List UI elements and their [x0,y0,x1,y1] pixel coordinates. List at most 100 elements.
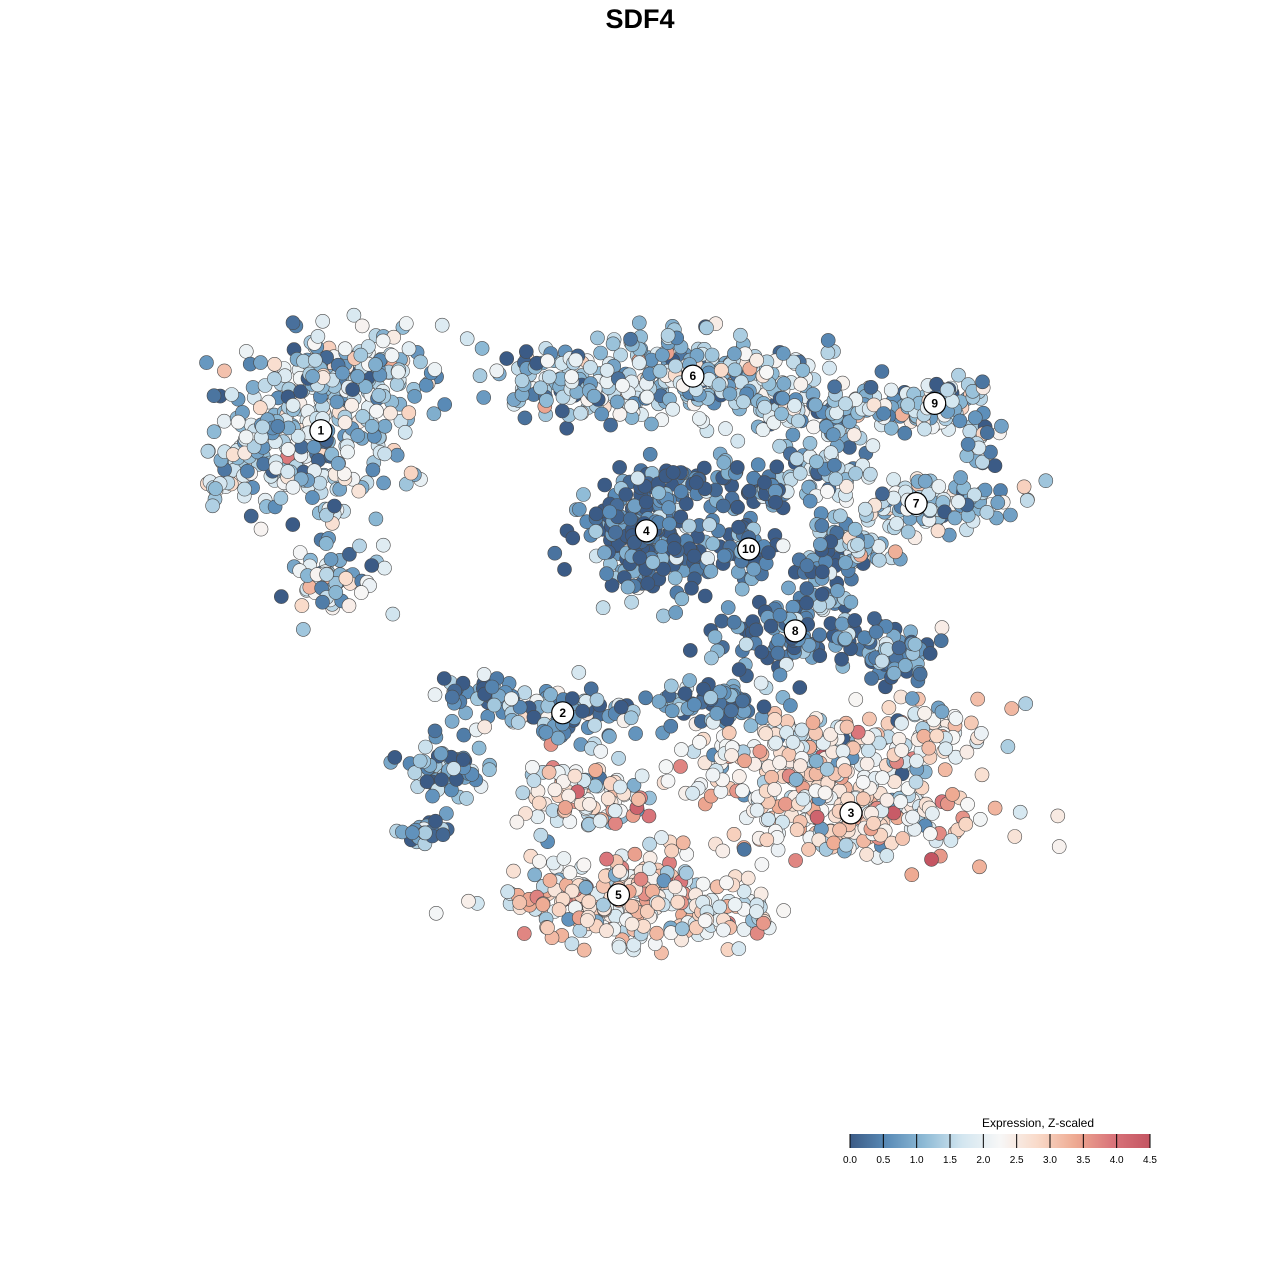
cell-point [820,345,836,361]
cell-point [834,616,850,632]
cell-point [640,576,656,591]
cell-point [704,650,719,666]
cell-point [592,813,608,829]
cell-point [376,475,391,491]
cell-point [857,630,872,646]
cell-point [667,570,683,586]
cell-point [735,693,750,709]
cell-point [720,600,736,615]
cell-point [775,346,791,361]
cell-point [618,487,634,502]
cell-point [514,373,530,388]
cell-point [806,419,821,435]
cell-point [330,456,346,471]
cell-point [237,481,252,497]
cell-point [638,690,653,706]
cell-point [631,315,647,331]
cell-point [240,463,255,479]
cluster-label-text: 1 [318,424,325,438]
cell-point [775,390,790,406]
cell-point [518,344,534,359]
cell-point [665,401,681,417]
cell-point [401,341,417,357]
cell-point [562,865,578,881]
cell-point [948,711,964,726]
cell-point [517,685,533,701]
cell-point [335,365,350,381]
cell-point [799,595,814,611]
cell-point [874,364,890,379]
cell-point [581,894,597,910]
cell-point [355,409,371,424]
cell-point [802,493,818,509]
cell-point [499,351,515,366]
legend-tick-label: 2.0 [976,1155,990,1166]
cell-point [353,585,369,600]
cell-point [510,715,526,730]
cell-point [352,538,367,554]
cell-point [608,816,623,831]
cell-point [588,524,604,539]
cell-point [613,347,628,363]
cell-point [917,705,932,721]
cell-point [658,759,674,775]
cell-point [847,613,863,628]
cell-point [626,535,642,550]
cluster-label-text: 6 [690,369,697,383]
cell-point [310,329,326,344]
cell-point [768,494,783,510]
cell-point [369,403,384,419]
cell-point [504,691,519,707]
cell-point [673,484,689,499]
cell-point [285,517,301,532]
cell-point [868,624,884,640]
cell-point [812,648,828,664]
cell-point [365,462,381,478]
cell-point [702,517,717,533]
cell-point [243,508,259,524]
cell-point [874,653,890,669]
cell-point [795,362,811,378]
cell-point [775,538,791,554]
cell-point [760,811,776,827]
cell-point [674,921,690,937]
cell-point [538,725,554,740]
cell-point [612,460,627,475]
cell-point [427,362,443,377]
cell-point [576,942,592,958]
cell-point [434,317,450,333]
cell-point [664,703,680,719]
cell-point [200,443,216,459]
cell-point [823,727,838,742]
cell-point [861,743,876,758]
cell-point [895,831,910,846]
cell-point [383,405,398,421]
cell-point [909,753,924,769]
cell-point [623,331,638,347]
legend-ticks: 0.0 0.5 1.0 1.5 2.0 2.5 3.0 3.5 4.0 4.5 [843,1134,1157,1166]
cell-point [776,903,792,918]
cluster-label-badge [839,801,863,825]
cell-point [839,719,855,735]
cell-point [758,726,774,741]
legend-tick-label: 3.0 [1043,1155,1057,1166]
cluster-label-9: 9 [923,391,947,415]
cell-point [850,537,865,552]
cell-point [292,545,308,560]
cell-point [626,937,642,953]
cell-point [547,545,563,561]
cell-point [673,509,689,525]
cell-point [517,410,533,426]
cell-point [848,692,864,707]
cell-point [793,758,808,774]
cell-point [500,884,516,900]
cell-point [749,904,764,919]
cell-point [917,473,933,489]
cell-point [827,379,842,395]
cluster-label-badge [551,701,575,725]
cell-point [599,923,614,939]
cell-point [285,315,301,331]
cell-point [377,446,393,462]
cell-point [364,418,380,434]
cell-point [809,809,825,825]
